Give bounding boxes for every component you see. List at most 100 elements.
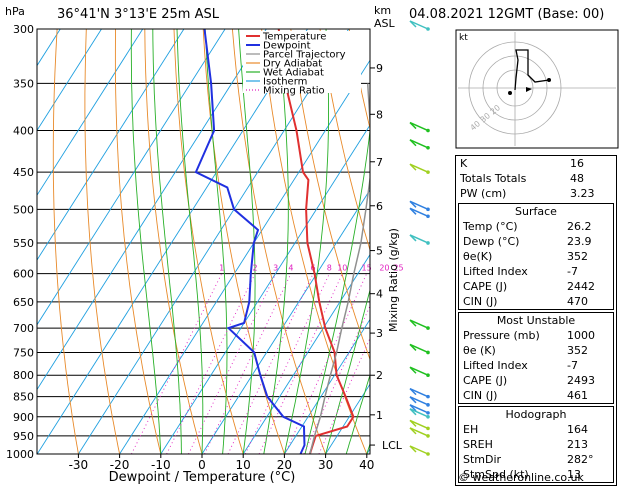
km-tick-label: 5 [376,245,383,258]
mixing-ratio-axis-label: Mixing Ratio (g/kg) [387,228,400,332]
index-row: StmSpd (kt) 13 [459,467,613,482]
wind-barb-dot [426,452,430,456]
wet-adiabat-line [152,29,182,454]
index-label: K [460,157,468,170]
wind-barb-flag [409,419,417,427]
km-tick-label: 3 [376,327,383,340]
index-row: Lifted Index -7 [459,264,613,279]
legend-label: Mixing Ratio [263,86,325,97]
legend-label: Wet Adiabat [263,68,324,79]
isotherm-line [242,253,370,454]
index-label: PW (cm) [460,187,507,200]
index-value: 2442 [567,280,595,293]
wind-barb-staff [409,419,429,430]
pressure-tick-label: 1000 [6,448,34,461]
wind-barb-dot [426,411,430,415]
index-value: 13 [567,468,581,481]
most-unstable-section: Most Unstable Pressure (mb) 1000 θe (K) 352… [458,312,614,404]
wind-barb-flag [409,163,417,171]
wind-barb-staff [409,139,429,149]
index-row: Lifted Index -7 [459,358,613,373]
index-row: CAPE (J) 2442 [459,279,613,294]
isotherm-line [78,29,350,454]
index-label: SREH [463,438,493,451]
index-label: θe (K) [463,344,496,357]
legend-label: Dewpoint [263,41,311,52]
wind-barb-staff [409,408,429,418]
index-row: StmDir 282° [459,452,613,467]
index-label: Lifted Index [463,265,528,278]
x-tick-label: -30 [69,458,89,472]
isotherm-line [37,29,185,261]
index-value: 23.9 [567,235,592,248]
index-value: -7 [567,359,578,372]
pressure-tick-label: 500 [13,203,34,216]
index-value: 352 [567,344,588,357]
index-row: PW (cm) 3.23 [456,186,616,201]
temperature-line [277,29,355,454]
index-row: Totals Totals 48 [456,171,616,186]
mixing-ratio-line [318,337,370,454]
km-tick-label: 7 [376,156,383,169]
datetime-title: 04.08.2021 12GMT (Base: 00) [409,7,605,22]
wet-adiabat-line [283,29,329,454]
index-row: Dewp (°C) 23.9 [459,234,613,249]
wind-barb-staff [409,404,429,414]
index-value: 461 [567,389,588,402]
mixing-ratio-label: 2 [253,264,258,273]
dry-adiabat-line [144,29,203,454]
index-label: Lifted Index [463,359,528,372]
pressure-tick-label: 550 [13,237,34,250]
wind-barb-dot [426,145,430,150]
wet-adiabat-line [263,29,289,454]
legend-label: Isotherm [263,77,307,88]
index-value: 16 [570,157,584,170]
surface-section: Surface Temp (°C) 26.2 Dewp (°C) 23.9 θe(K) 3… [458,203,614,310]
index-value: 164 [567,423,588,436]
index-row: Pressure (mb) 1000 [459,328,613,343]
index-value: 470 [567,295,588,308]
index-label: EH [463,423,479,436]
mixing-ratio-label: 3 [273,264,278,273]
index-value: 26.2 [567,220,592,233]
index-label: CIN (J) [463,295,498,308]
hpa-label: hPa [5,5,25,18]
isotherm-line [37,29,144,197]
index-row: SREH 213 [459,437,613,452]
indices-table: K 16 Totals Totals 48 PW (cm) 3.23 Surface Te… [455,155,617,486]
wind-barbs [409,20,430,456]
x-axis-label: Dewpoint / Temperature (°C) [109,470,296,485]
mixing-ratio-line [188,273,277,454]
hodograph-section: Hodograph EH 164 SREH 213 StmDir 282° StmSpd (… [458,406,614,483]
wind-barb-flag [409,408,417,416]
km-tick-label: 4 [376,288,383,301]
dry-adiabat-line [319,29,370,252]
x-tick-label: 30 [318,458,333,472]
wind-barb-staff [409,319,429,329]
index-label: CIN (J) [463,389,498,402]
pressure-tick-label: 850 [13,391,34,404]
pressure-tick-label: 300 [13,23,34,36]
pressure-tick-label: 400 [13,125,34,138]
wind-barb-flag [409,207,417,215]
isotherm-line [37,29,308,454]
index-row: EH 164 [459,422,613,437]
wind-barb-staff [409,163,429,173]
index-value: -7 [567,265,578,278]
dewpoint-line [194,29,306,454]
wet-adiabat-line [204,29,228,454]
wind-barb-staff [409,20,429,30]
hodograph-end-dot [547,78,551,82]
dry-adiabat-line [114,29,162,454]
wet-adiabat-line [176,29,204,454]
wind-barb-staff [409,234,429,244]
pressure-tick-label: 800 [13,369,34,382]
wind-barb-staff [409,396,429,406]
isotherm-line [160,124,370,454]
wet-adiabat-line [345,373,370,454]
pressure-tick-label: 900 [13,411,34,424]
wind-barb-flag [409,427,417,435]
